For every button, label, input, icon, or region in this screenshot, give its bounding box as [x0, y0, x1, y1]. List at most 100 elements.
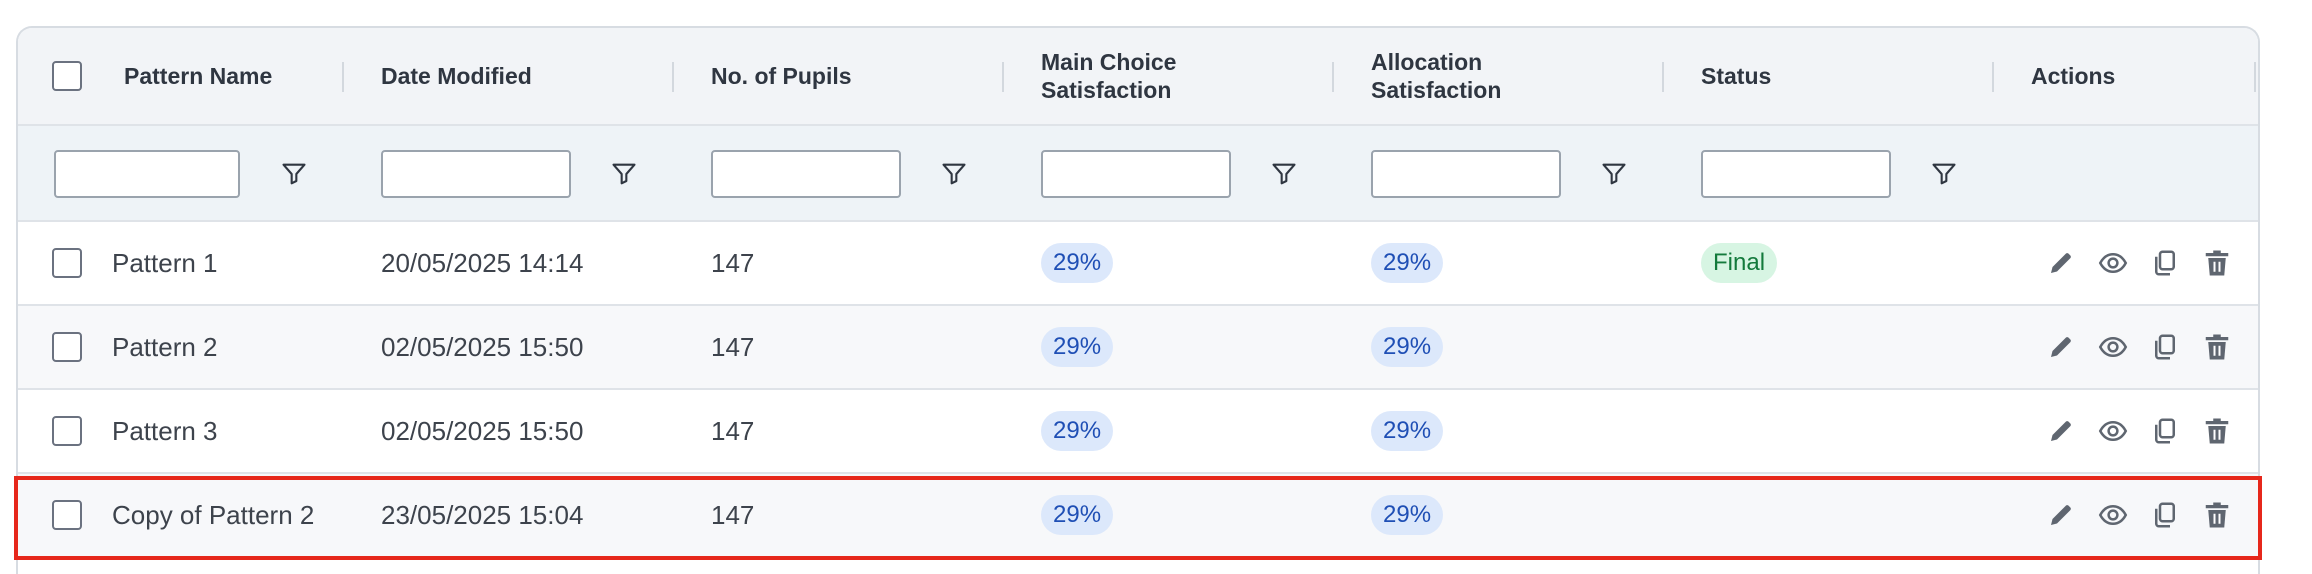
table-row[interactable]: Pattern 2 02/05/2025 15:50 147 29% 29% [18, 306, 2258, 390]
allocation-satisfaction-badge: 29% [1371, 327, 1444, 367]
row-pattern-name-cell: Pattern 3 [112, 390, 218, 472]
filter-input-pupils[interactable] [711, 150, 901, 198]
row-actions [2046, 222, 2232, 304]
eye-icon[interactable] [2098, 248, 2128, 278]
col-main-choice-line1: Main Choice [1041, 49, 1177, 75]
select-all-checkbox[interactable] [52, 61, 82, 91]
trash-icon[interactable] [2202, 500, 2232, 530]
copy-icon[interactable] [2150, 500, 2180, 530]
row-date: 20/05/2025 14:14 [381, 247, 584, 278]
status-badge: Final [1701, 243, 1778, 283]
copy-icon[interactable] [2150, 332, 2180, 362]
header-row: Pattern Name Date Modified No. of Pupils… [18, 28, 2258, 126]
allocation-satisfaction-badge: 29% [1371, 495, 1444, 535]
column-separator[interactable] [1002, 62, 1004, 92]
row-pupils: 147 [711, 331, 755, 362]
row-actions [2046, 390, 2232, 472]
copy-icon[interactable] [2150, 416, 2180, 446]
row-main-cell: 29% [1041, 222, 1114, 304]
allocation-satisfaction-badge: 29% [1371, 411, 1444, 451]
row-date-cell: 02/05/2025 15:50 [381, 306, 583, 388]
table-row[interactable]: Pattern 3 02/05/2025 15:50 147 29% 29% [18, 390, 2258, 474]
row-pattern-name-cell: Pattern 2 [112, 306, 218, 388]
patterns-grid: Pattern Name Date Modified No. of Pupils… [16, 26, 2260, 574]
col-pattern-name[interactable]: Pattern Name [124, 28, 272, 124]
row-status-cell: Final [1701, 222, 1778, 304]
row-pattern-name: Pattern 3 [112, 415, 218, 446]
row-checkbox-cell [52, 222, 82, 304]
row-checkbox-cell [52, 390, 82, 472]
row-pattern-name: Pattern 1 [112, 247, 218, 278]
pencil-icon[interactable] [2046, 332, 2076, 362]
filter-icon[interactable] [610, 160, 638, 188]
col-pupils-label: No. of Pupils [711, 63, 852, 89]
col-main-choice-label: Main Choice Satisfaction [1041, 48, 1176, 104]
row-alloc-cell: 29% [1371, 306, 1444, 388]
row-date-cell: 02/05/2025 15:50 [381, 390, 583, 472]
row-pupils: 147 [711, 499, 755, 530]
copy-icon[interactable] [2150, 248, 2180, 278]
row-checkbox[interactable] [52, 416, 82, 446]
row-date: 02/05/2025 15:50 [381, 415, 584, 446]
row-checkbox-cell [52, 306, 82, 388]
col-status[interactable]: Status [1701, 28, 1771, 124]
main-satisfaction-badge: 29% [1041, 327, 1114, 367]
filter-icon[interactable] [1270, 160, 1298, 188]
eye-icon[interactable] [2098, 332, 2128, 362]
row-date: 02/05/2025 15:50 [381, 331, 584, 362]
eye-icon[interactable] [2098, 500, 2128, 530]
row-date-cell: 20/05/2025 14:14 [381, 222, 583, 304]
row-checkbox[interactable] [52, 500, 82, 530]
table-row[interactable]: Copy of Pattern 2 23/05/2025 15:04 147 2… [18, 474, 2258, 558]
filter-icon[interactable] [280, 160, 308, 188]
row-pattern-name: Pattern 2 [112, 331, 218, 362]
pencil-icon[interactable] [2046, 248, 2076, 278]
col-status-label: Status [1701, 63, 1772, 89]
col-pupils[interactable]: No. of Pupils [711, 28, 852, 124]
filter-row [18, 126, 2258, 222]
row-main-cell: 29% [1041, 390, 1114, 472]
col-main-choice[interactable]: Main Choice Satisfaction [1041, 28, 1176, 124]
filter-input-date-modified[interactable] [381, 150, 571, 198]
trash-icon[interactable] [2202, 416, 2232, 446]
col-actions: Actions [2031, 28, 2115, 124]
row-main-cell: 29% [1041, 306, 1114, 388]
column-separator[interactable] [342, 62, 344, 92]
row-pupils: 147 [711, 415, 755, 446]
filter-input-status[interactable] [1701, 150, 1891, 198]
main-satisfaction-badge: 29% [1041, 243, 1114, 283]
row-pattern-name-cell: Pattern 1 [112, 222, 218, 304]
row-pupils-cell: 147 [711, 390, 754, 472]
column-separator[interactable] [2254, 62, 2256, 92]
row-pattern-name-cell: Copy of Pattern 2 [112, 474, 314, 556]
col-allocation[interactable]: Allocation Satisfaction [1371, 28, 1501, 124]
main-satisfaction-badge: 29% [1041, 495, 1114, 535]
row-actions [2046, 306, 2232, 388]
row-alloc-cell: 29% [1371, 222, 1444, 304]
column-separator[interactable] [672, 62, 674, 92]
filter-input-pattern-name[interactable] [54, 150, 240, 198]
filter-icon[interactable] [1930, 160, 1958, 188]
trash-icon[interactable] [2202, 248, 2232, 278]
row-main-cell: 29% [1041, 474, 1114, 556]
row-pattern-name: Copy of Pattern 2 [112, 499, 315, 530]
allocation-satisfaction-badge: 29% [1371, 243, 1444, 283]
filter-input-allocation[interactable] [1371, 150, 1561, 198]
column-separator[interactable] [1332, 62, 1334, 92]
column-separator[interactable] [1992, 62, 1994, 92]
pencil-icon[interactable] [2046, 416, 2076, 446]
filter-icon[interactable] [940, 160, 968, 188]
filter-input-main-choice[interactable] [1041, 150, 1231, 198]
row-checkbox-cell [52, 474, 82, 556]
filter-icon[interactable] [1600, 160, 1628, 188]
col-date-modified[interactable]: Date Modified [381, 28, 532, 124]
eye-icon[interactable] [2098, 416, 2128, 446]
table-row[interactable]: Pattern 1 20/05/2025 14:14 147 29% 29% F… [18, 222, 2258, 306]
select-all-cell [52, 28, 82, 124]
trash-icon[interactable] [2202, 332, 2232, 362]
col-main-choice-line2: Satisfaction [1041, 77, 1172, 103]
row-checkbox[interactable] [52, 332, 82, 362]
row-checkbox[interactable] [52, 248, 82, 278]
pencil-icon[interactable] [2046, 500, 2076, 530]
column-separator[interactable] [1662, 62, 1664, 92]
